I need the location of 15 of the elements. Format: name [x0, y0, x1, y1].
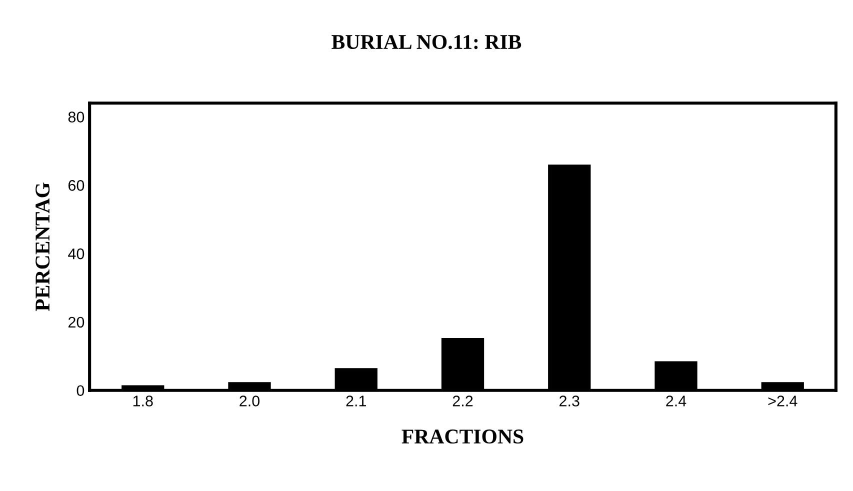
y-tick-label: 40 — [68, 248, 84, 260]
y-tick-label: 80 — [68, 112, 84, 122]
y-tick-label: 20 — [68, 316, 84, 328]
x-tick-label: 2.1 — [346, 396, 366, 406]
chart-title: BURIAL NO.11: RIB — [332, 35, 522, 50]
x-axis-title: FRACTIONS — [402, 430, 524, 444]
x-tick-label: 2.2 — [452, 396, 473, 406]
x-tick-label: 2.3 — [560, 396, 580, 406]
y-tick-label: 0 — [76, 385, 84, 396]
x-tick-label: 2.4 — [666, 396, 686, 406]
x-tick-label: 1.8 — [133, 396, 153, 406]
y-axis-title: PERCENTAG — [36, 182, 50, 312]
x-tick-label: 2.0 — [240, 396, 260, 406]
x-tick-label: >2.4 — [768, 396, 798, 406]
y-tick-label: 60 — [68, 180, 84, 191]
